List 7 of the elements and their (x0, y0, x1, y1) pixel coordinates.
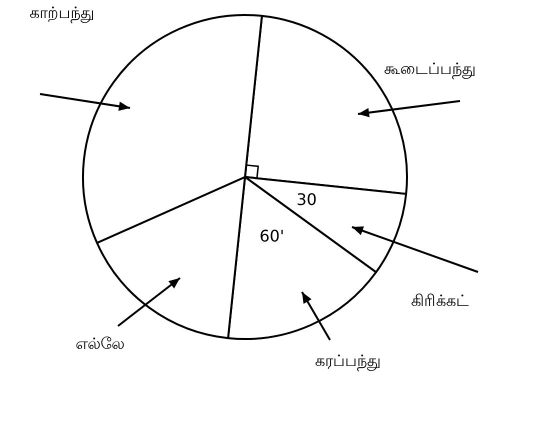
slice-label: கிரிக்கட் (411, 291, 469, 310)
slice-label: கரப்பந்து (315, 351, 381, 372)
slice-label: கூடைப்பந்து (384, 59, 476, 80)
data-label: 60' (259, 226, 284, 246)
slice-label: எல்லே (76, 334, 124, 354)
data-label: 30 (296, 190, 317, 209)
slice-label: காற்பந்து (30, 3, 94, 24)
